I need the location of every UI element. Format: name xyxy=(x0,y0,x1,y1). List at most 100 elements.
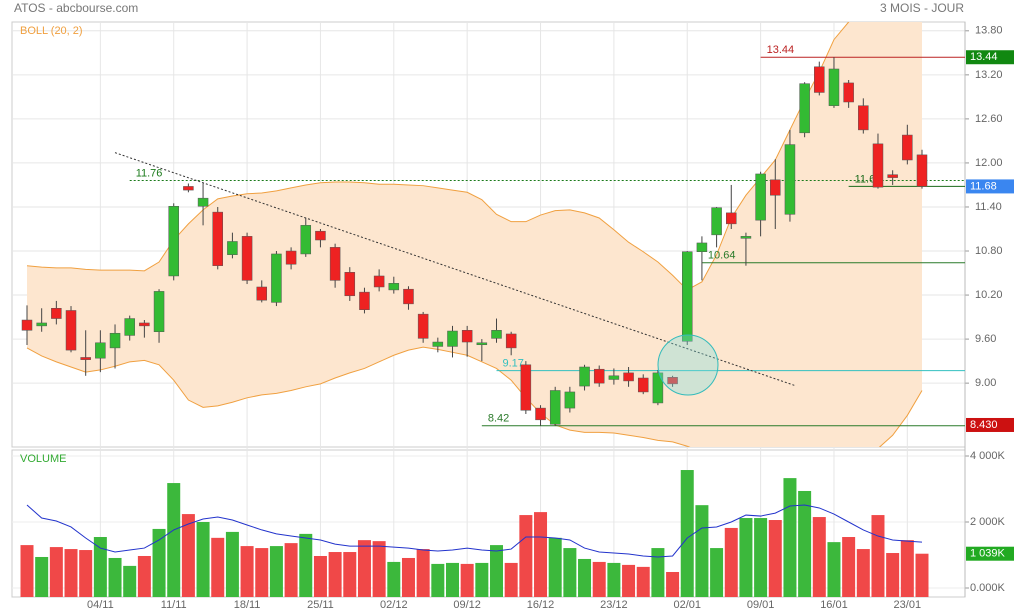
candle-body xyxy=(828,68,840,106)
volume-bar xyxy=(842,537,856,597)
candle-body xyxy=(491,330,502,339)
x-tick-label: 25/11 xyxy=(307,599,334,611)
candle-body xyxy=(109,332,121,349)
volume-bar xyxy=(299,533,313,597)
candle-body xyxy=(403,288,414,305)
volume-bar xyxy=(211,537,225,597)
candle-body xyxy=(726,212,737,225)
y-tick-label: 10.80 xyxy=(975,245,1003,257)
volume-bar xyxy=(783,478,797,597)
volume-bar xyxy=(431,563,445,597)
volume-bar xyxy=(636,566,650,597)
candle-body xyxy=(770,179,781,196)
volume-bar xyxy=(651,548,665,597)
volume-bar xyxy=(445,562,459,597)
volume-bar xyxy=(710,548,724,597)
candle-body xyxy=(887,174,898,178)
candle-body xyxy=(916,154,928,187)
level-label: 8.42 xyxy=(488,413,509,425)
volume-bar xyxy=(724,527,738,597)
candle-body xyxy=(227,241,238,255)
candle-body xyxy=(535,407,546,421)
volume-bar xyxy=(240,546,254,597)
candle-body xyxy=(623,372,634,382)
volume-bar xyxy=(225,531,239,597)
candle-body xyxy=(271,253,282,303)
candle-body xyxy=(858,105,869,131)
candle-body xyxy=(329,247,341,281)
candle-body xyxy=(373,275,385,288)
candle-body xyxy=(183,186,194,191)
volume-bar xyxy=(504,562,518,597)
candle-body xyxy=(696,242,708,252)
x-tick-label: 23/01 xyxy=(894,599,922,611)
volume-bar xyxy=(387,561,401,597)
candle-body xyxy=(593,368,605,384)
volume-bar xyxy=(519,515,533,597)
volume-bar xyxy=(548,537,562,597)
candle-body xyxy=(447,330,458,347)
candle-body xyxy=(388,283,400,291)
candle-body xyxy=(667,377,678,385)
volume-bar xyxy=(812,517,826,597)
badge-label: 8.430 xyxy=(970,419,998,431)
volume-bar xyxy=(754,518,768,597)
volume-bar xyxy=(856,549,870,597)
level-label: 13.44 xyxy=(767,44,795,56)
y-tick-label: 4 000K xyxy=(970,450,1006,462)
candle-body xyxy=(637,377,649,393)
candle-body xyxy=(197,197,209,207)
candle-body xyxy=(168,205,179,277)
volume-bar xyxy=(607,562,621,597)
y-tick-label: 2 000K xyxy=(970,516,1006,528)
x-tick-label: 09/12 xyxy=(453,599,481,611)
volume-bar xyxy=(357,540,371,597)
candle-body xyxy=(36,322,47,327)
badge-label: 1 039K xyxy=(970,548,1006,560)
candle-body xyxy=(652,372,664,404)
candle-body xyxy=(784,144,796,215)
y-tick-label: 13.20 xyxy=(975,69,1003,81)
badge-label: 11.68 xyxy=(970,180,997,192)
volume-bar xyxy=(886,553,900,597)
badge-label: 13.44 xyxy=(970,51,998,63)
x-tick-label: 23/12 xyxy=(600,599,628,611)
volume-layer xyxy=(20,470,929,597)
y-tick-label: 11.40 xyxy=(975,201,1002,213)
candle-body xyxy=(241,236,253,281)
volume-bar xyxy=(475,562,489,597)
volume-bar xyxy=(622,564,636,597)
x-tick-label: 18/11 xyxy=(234,599,261,611)
volume-bar xyxy=(401,557,415,597)
volume-bar xyxy=(900,540,914,597)
candle-body xyxy=(461,330,473,343)
volume-bar xyxy=(490,545,504,597)
volume-bar xyxy=(739,518,753,597)
volume-bar xyxy=(666,571,680,597)
volume-bar xyxy=(137,555,151,597)
page-title: ATOS - abcbourse.com xyxy=(14,1,138,15)
volume-bar xyxy=(181,514,195,597)
x-tick-label: 09/01 xyxy=(747,599,775,611)
candle-body xyxy=(417,313,429,339)
price-badge xyxy=(966,417,1014,432)
level-label: 11.76 xyxy=(136,167,163,179)
volume-bar xyxy=(563,548,577,597)
volume-bar xyxy=(343,552,357,597)
candle-body xyxy=(300,225,312,255)
period: 3 MOIS - JOUR xyxy=(880,1,964,15)
x-tick-label: 16/01 xyxy=(820,599,848,611)
volume-bar xyxy=(196,522,210,597)
candle-body xyxy=(285,250,297,265)
candle-body xyxy=(65,310,77,351)
volume-bar xyxy=(827,542,841,597)
indicator-label: BOLL (20, 2) xyxy=(20,25,83,37)
volume-bar xyxy=(871,515,885,597)
x-tick-label: 16/12 xyxy=(527,599,555,611)
y-tick-label: 0.000K xyxy=(970,582,1006,594)
candle-body xyxy=(814,66,825,93)
candle-body xyxy=(212,211,223,266)
candle-body xyxy=(843,82,854,103)
candle-body xyxy=(80,357,91,360)
